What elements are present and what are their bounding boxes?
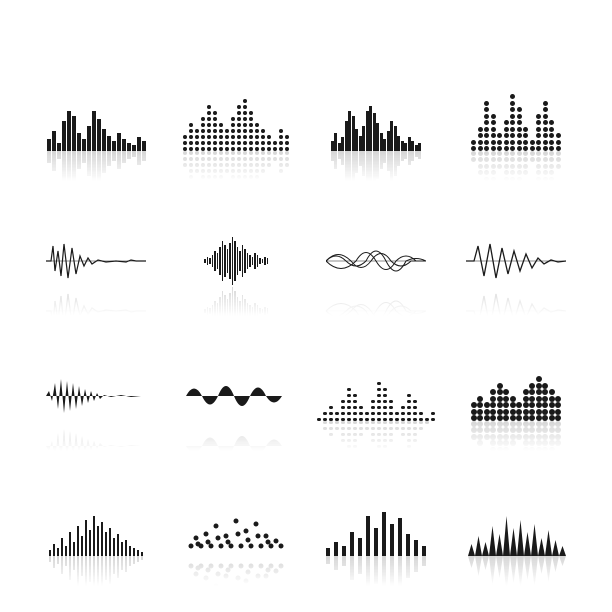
- eq-dots-grid-icon: [181, 56, 291, 151]
- eq-dots-tall-icon: [461, 56, 571, 151]
- soundwave-icon-grid: [41, 56, 571, 556]
- wave-filled-1-icon: [41, 326, 151, 421]
- eq-blocks-icon: [41, 56, 151, 151]
- wave-curvy-icon: [321, 191, 431, 286]
- wave-sharp-icon: [461, 191, 571, 286]
- dots-sparse-icon: [321, 326, 431, 421]
- eq-thin-fade-icon: [41, 461, 151, 556]
- eq-dense-bars-icon: [321, 56, 431, 151]
- hex-packed-icon: [461, 326, 571, 421]
- triangles-icon: [461, 461, 571, 556]
- dots-wave-icon: [181, 461, 291, 556]
- wave-thin-2-icon: [181, 191, 291, 286]
- wave-thin-1-icon: [41, 191, 151, 286]
- wave-filled-2-icon: [181, 326, 291, 421]
- eq-tall-sparse-icon: [321, 461, 431, 556]
